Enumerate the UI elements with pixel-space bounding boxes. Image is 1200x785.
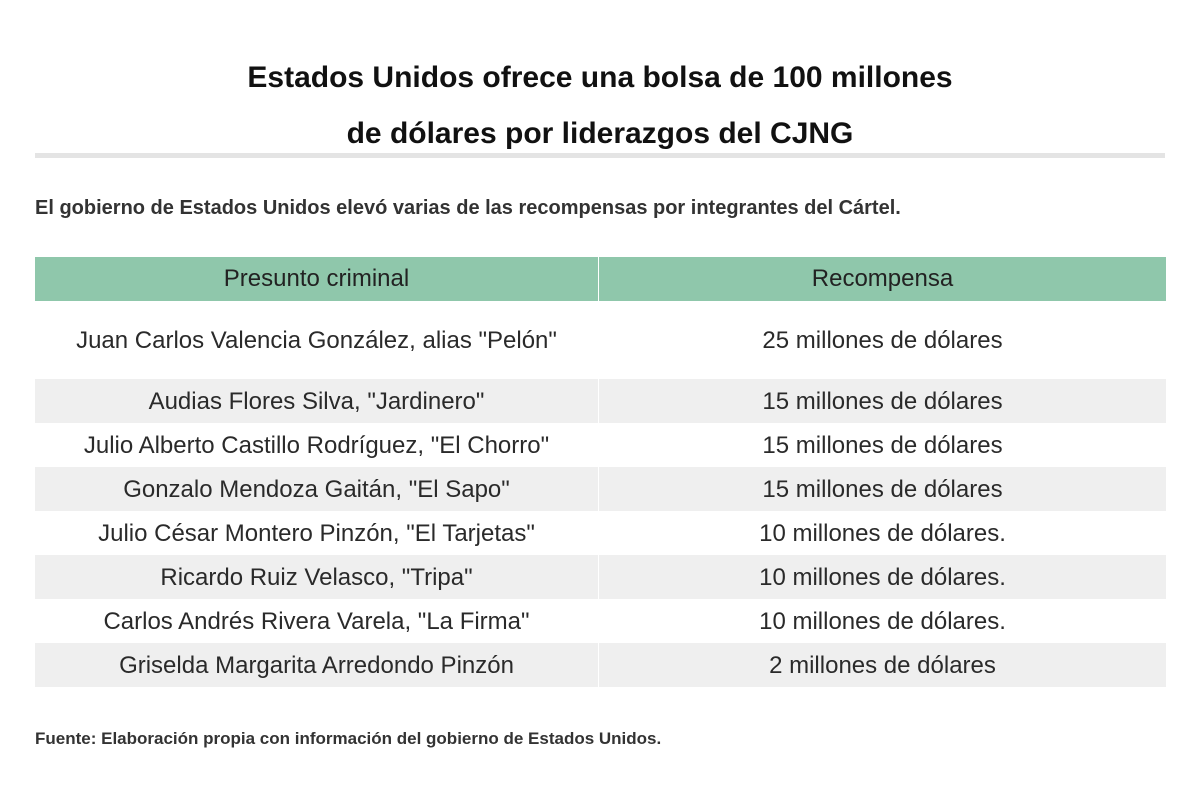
column-header-reward: Recompensa <box>598 257 1166 301</box>
table-header-row: Presunto criminal Recompensa <box>35 257 1166 301</box>
table-row: Gonzalo Mendoza Gaitán, "El Sapo" 15 mil… <box>35 467 1166 511</box>
title-line-1: Estados Unidos ofrece una bolsa de 100 m… <box>247 61 953 94</box>
table-row: Julio Alberto Castillo Rodríguez, "El Ch… <box>35 423 1166 467</box>
column-header-criminal: Presunto criminal <box>35 257 599 301</box>
table-row: Griselda Margarita Arredondo Pinzón 2 mi… <box>35 643 1166 687</box>
table-row: Audias Flores Silva, "Jardinero" 15 mill… <box>35 379 1166 423</box>
table-row: Juan Carlos Valencia González, alias "Pe… <box>35 301 1166 379</box>
table-row: Julio César Montero Pinzón, "El Tarjetas… <box>35 511 1166 555</box>
reward-cell: 15 millones de dólares <box>598 467 1166 511</box>
criminal-name-cell: Carlos Andrés Rivera Varela, "La Firma" <box>35 599 599 643</box>
criminal-name-cell: Ricardo Ruiz Velasco, "Tripa" <box>35 555 599 599</box>
reward-cell: 15 millones de dólares <box>598 379 1166 423</box>
page-title: Estados Unidos ofrece una bolsa de 100 m… <box>0 50 1200 162</box>
criminal-name-cell: Audias Flores Silva, "Jardinero" <box>35 379 599 423</box>
criminal-name-cell: Julio César Montero Pinzón, "El Tarjetas… <box>35 511 599 555</box>
criminal-name-cell: Juan Carlos Valencia González, alias "Pe… <box>35 301 599 379</box>
source-note: Fuente: Elaboración propia con informaci… <box>35 729 662 748</box>
rewards-table: Presunto criminal Recompensa Juan Carlos… <box>35 257 1166 687</box>
reward-cell: 10 millones de dólares. <box>759 519 1006 547</box>
criminal-name-cell: Griselda Margarita Arredondo Pinzón <box>35 643 599 687</box>
table-row: Ricardo Ruiz Velasco, "Tripa" 10 millone… <box>35 555 1166 599</box>
criminal-name-cell: Gonzalo Mendoza Gaitán, "El Sapo" <box>35 467 599 511</box>
title-divider <box>35 153 1165 158</box>
table-row: Carlos Andrés Rivera Varela, "La Firma" … <box>35 599 1166 643</box>
criminal-name-cell: Julio Alberto Castillo Rodríguez, "El Ch… <box>35 423 599 467</box>
reward-cell: 10 millones de dólares. <box>598 555 1166 599</box>
reward-cell: 15 millones de dólares <box>762 431 1003 459</box>
reward-cell: 10 millones de dólares. <box>759 607 1006 635</box>
reward-cell: 25 millones de dólares <box>762 326 1003 354</box>
reward-cell: 2 millones de dólares <box>598 643 1166 687</box>
table-description: El gobierno de Estados Unidos elevó vari… <box>35 197 901 219</box>
title-line-2: de dólares por liderazgos del CJNG <box>346 117 854 150</box>
